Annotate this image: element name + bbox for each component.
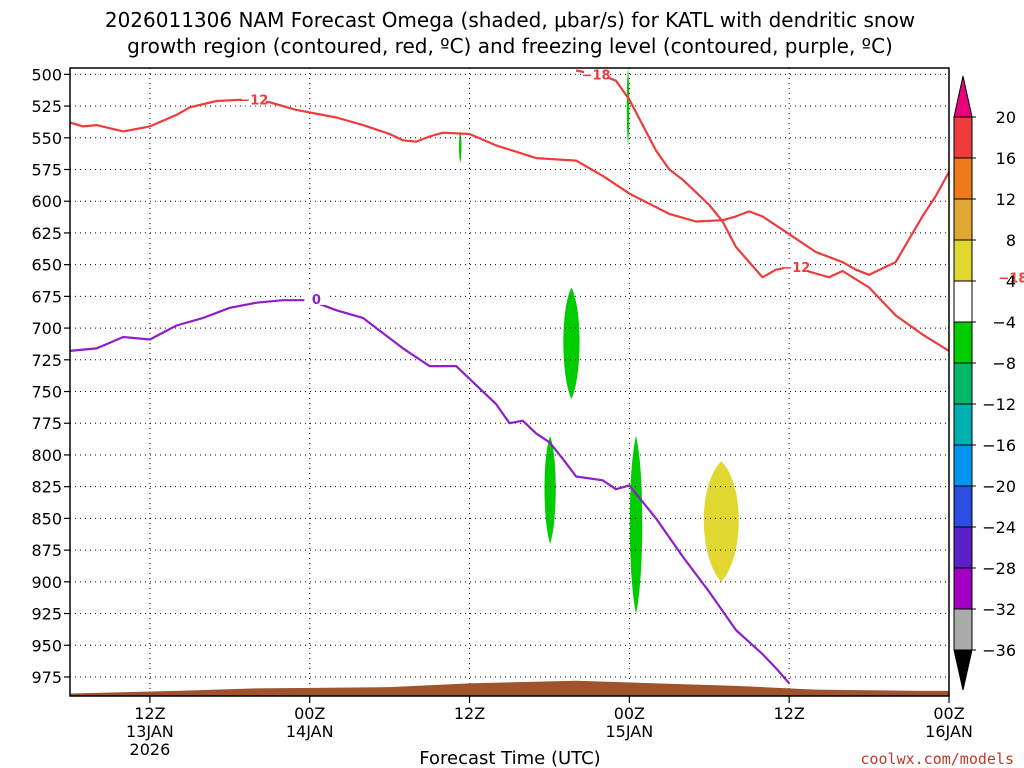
colorbar-segment-7 [953, 362, 973, 405]
contour-label-2: −12 [781, 261, 810, 276]
omega-area-4 [629, 435, 643, 614]
watermark: coolwx.com/models [860, 750, 1014, 768]
x-axis-title: Forecast Time (UTC) [419, 748, 600, 768]
y-tick-label-800: 800 [31, 446, 62, 465]
contour-dgz-lower [575, 69, 949, 353]
y-tick-label-575: 575 [31, 160, 62, 179]
colorbar-label-7: −12 [982, 395, 1016, 414]
colorbar-label-10: −24 [982, 518, 1016, 537]
colorbar-label-6: −8 [992, 354, 1016, 373]
x-tick-label-1-0: 00Z [294, 704, 325, 723]
x-tick-label-3-0: 00Z [614, 704, 645, 723]
y-tick-label-650: 650 [31, 256, 62, 275]
x-tick-label-0-1: 13JAN [126, 722, 174, 741]
omega-shading-layer [458, 68, 739, 614]
y-tick-label-925: 925 [31, 605, 62, 624]
plot-frame [69, 67, 950, 697]
y-tick-label-875: 875 [31, 541, 62, 560]
colorbar-segment-3 [953, 198, 973, 241]
contour-label-5: 0 [312, 293, 321, 308]
contour-label-bg-0 [241, 91, 266, 106]
y-tick-label-725: 725 [31, 351, 62, 370]
colorbar-label-11: −28 [982, 559, 1016, 578]
x-tick-label-1-1: 14JAN [286, 722, 334, 741]
colorbar-label-1: 16 [996, 149, 1016, 168]
contour-layer [70, 69, 949, 685]
colorbar-label-12: −32 [982, 600, 1016, 619]
omega-area-5 [703, 461, 739, 582]
y-axis: 500 525 550 575 600 625 650 675 700 725 750 775 800 8… [31, 65, 70, 687]
contour-label-0: −12 [239, 94, 268, 109]
x-tick-label-4-0: 12Z [774, 704, 805, 723]
contour-freezing-level [70, 299, 791, 685]
colorbar-segment-12 [953, 567, 973, 610]
y-tick-label-850: 850 [31, 509, 62, 528]
colorbar-label-13: −36 [982, 641, 1016, 660]
contour-dgz-upper [70, 98, 949, 276]
y-tick-label-900: 900 [31, 573, 62, 592]
contour-label-1: −18 [582, 68, 611, 83]
colorbar-segment-9 [953, 444, 973, 487]
y-tick-label-950: 950 [31, 636, 62, 655]
y-tick-label-500: 500 [31, 65, 62, 84]
colorbar-top-triangle [953, 75, 973, 118]
y-tick-label-825: 825 [31, 478, 62, 497]
omega-area-1 [458, 131, 462, 164]
omega-area-3 [544, 435, 556, 544]
omega-colorbar: 20 16 12 8 4 −4 −8 −12 −16 −20 −24 −28 −32 −36 [953, 75, 1016, 691]
contour-label-bg-3 [1000, 269, 1024, 284]
contour-label-bg-2 [783, 259, 808, 274]
x-tick-label-3-1: 15JAN [606, 722, 654, 741]
colorbar-segment-4 [953, 239, 973, 282]
colorbar-segment-1 [953, 116, 973, 159]
omega-area-0 [626, 68, 630, 146]
colorbar-segment-6 [953, 321, 973, 364]
chart-title-line2: growth region (contoured, red, ºC) and f… [127, 34, 893, 58]
x-tick-label-0-2: 2026 [130, 740, 171, 759]
colorbar-segment-5 [953, 280, 973, 323]
colorbar-bottom-triangle [953, 649, 973, 691]
colorbar-label-9: −20 [982, 477, 1016, 496]
x-tick-label-5-0: 00Z [933, 704, 964, 723]
contour-label-bg-5 [304, 290, 329, 305]
terrain-surface [70, 680, 949, 696]
colorbar-segment-8 [953, 403, 973, 446]
colorbar-label-3: 8 [1006, 231, 1016, 250]
terrain-layer [70, 680, 949, 696]
y-tick-label-700: 700 [31, 319, 62, 338]
contour-label-bg-1 [584, 66, 609, 81]
colorbar-label-2: 12 [996, 190, 1016, 209]
y-tick-label-775: 775 [31, 414, 62, 433]
omega-area-2 [563, 287, 580, 400]
y-tick-label-525: 525 [31, 97, 62, 116]
colorbar-label-4: 4 [1006, 272, 1016, 291]
y-tick-label-600: 600 [31, 192, 62, 211]
colorbar-segment-11 [953, 526, 973, 569]
colorbar-label-5: −4 [992, 313, 1016, 332]
chart-title-line1: 2026011306 NAM Forecast Omega (shaded, μ… [105, 8, 915, 32]
colorbar-segment-13 [953, 608, 973, 651]
colorbar-label-0: 20 [996, 108, 1016, 127]
gridlines [70, 68, 950, 696]
y-tick-label-675: 675 [31, 287, 62, 306]
contour-label-3: −18 [998, 271, 1024, 286]
colorbar-segment-2 [953, 157, 973, 200]
x-tick-label-2-0: 12Z [454, 704, 485, 723]
contour-label-layer: −12−18−12−18−120 [239, 66, 1024, 308]
x-tick-label-0-0: 12Z [134, 704, 165, 723]
x-tick-label-5-1: 16JAN [925, 722, 973, 741]
y-tick-label-750: 750 [31, 383, 62, 402]
y-tick-label-975: 975 [31, 668, 62, 687]
y-tick-label-550: 550 [31, 129, 62, 148]
y-tick-label-625: 625 [31, 224, 62, 243]
colorbar-segment-10 [953, 485, 973, 528]
colorbar-label-8: −16 [982, 436, 1016, 455]
